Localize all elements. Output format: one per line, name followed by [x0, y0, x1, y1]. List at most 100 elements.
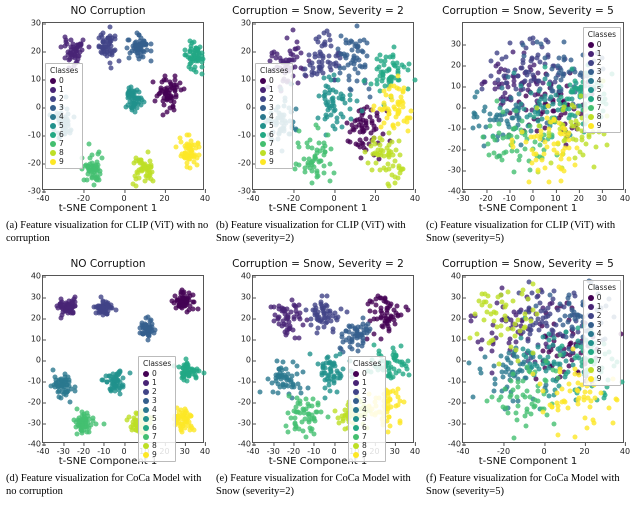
legend-label: 3 — [597, 67, 602, 76]
scatter-point — [478, 367, 483, 372]
scatter-point — [319, 300, 324, 305]
scatter-point — [549, 404, 554, 409]
scatter-point — [493, 310, 498, 315]
scatter-point — [537, 328, 542, 333]
scatter-point — [610, 421, 615, 426]
scatter-point — [164, 109, 169, 114]
scatter-point — [178, 140, 183, 145]
scatter-point — [572, 367, 577, 372]
scatter-point — [329, 146, 334, 151]
scatter-point — [288, 48, 293, 53]
scatter-point — [511, 299, 516, 304]
scatter-point — [162, 87, 167, 92]
scatter-point — [522, 414, 527, 419]
scatter-point — [66, 389, 71, 394]
scatter-point — [395, 102, 400, 107]
scatter-point — [557, 120, 562, 125]
scatter-point — [587, 404, 592, 409]
scatter-point — [92, 182, 97, 187]
panel-e: Corruption = Snow, Severity = 2t-SNE Com… — [214, 257, 422, 508]
scatter-point — [285, 35, 290, 40]
legend-swatch — [143, 407, 149, 413]
legend-label: 9 — [597, 374, 602, 383]
scatter-point — [394, 311, 399, 316]
scatter-point — [538, 381, 543, 386]
scatter-point — [560, 387, 565, 392]
scatter-point — [80, 410, 85, 415]
scatter-point — [293, 46, 298, 51]
scatter-point — [518, 336, 523, 341]
legend-swatch — [260, 96, 266, 102]
scatter-point — [471, 126, 476, 131]
scatter-point — [488, 117, 493, 122]
legend-item: 4 — [588, 329, 616, 338]
scatter-point — [115, 373, 120, 378]
y-tick: -20 — [17, 159, 41, 168]
legend-label: 0 — [597, 293, 602, 302]
scatter-point — [123, 104, 128, 109]
scatter-point — [182, 47, 187, 52]
scatter-point — [394, 404, 399, 409]
legend-item: 6 — [588, 347, 616, 356]
scatter-point — [315, 403, 320, 408]
scatter-point — [348, 345, 353, 350]
legend-swatch — [353, 434, 359, 440]
scatter-point — [127, 370, 132, 375]
scatter-point — [87, 429, 92, 434]
scatter-point — [325, 304, 330, 309]
scatter-point — [105, 311, 110, 316]
scatter-point — [531, 281, 536, 286]
scatter-point — [389, 375, 394, 380]
y-tick: 10 — [17, 335, 41, 344]
scatter-point — [572, 85, 577, 90]
x-axis-label: t-SNE Component 1 — [214, 456, 422, 467]
scatter-point — [365, 337, 370, 342]
scatter-point — [502, 314, 507, 319]
scatter-point — [323, 150, 328, 155]
scatter-point — [559, 68, 564, 73]
scatter-point — [150, 178, 155, 183]
x-tick: -20 — [77, 447, 90, 456]
y-tick: 20 — [17, 314, 41, 323]
scatter-point — [301, 408, 306, 413]
scatter-point — [480, 292, 485, 297]
scatter-point — [526, 69, 531, 74]
scatter-point — [592, 396, 597, 401]
scatter-point — [145, 149, 150, 154]
scatter-point — [323, 143, 328, 148]
scatter-point — [139, 102, 144, 107]
scatter-point — [118, 392, 123, 397]
scatter-point — [108, 302, 113, 307]
legend-item: 7 — [143, 432, 171, 441]
scatter-point — [341, 115, 346, 120]
scatter-point — [396, 74, 401, 79]
legend-label: 7 — [152, 432, 157, 441]
plot-area: NO Corruptiont-SNE Component 2t-SNE Comp… — [4, 257, 212, 469]
scatter-point — [71, 418, 76, 423]
scatter-point — [528, 318, 533, 323]
scatter-point — [545, 314, 550, 319]
scatter-point — [546, 126, 551, 131]
scatter-point — [560, 343, 565, 348]
scatter-point — [316, 126, 321, 131]
scatter-point — [360, 50, 365, 55]
scatter-point — [371, 138, 376, 143]
panel-f: Corruption = Snow, Severity = 5t-SNE Com… — [424, 257, 632, 508]
scatter-point — [346, 330, 351, 335]
scatter-point — [477, 298, 482, 303]
scatter-point — [107, 24, 112, 29]
scatter-point — [492, 87, 497, 92]
scatter-point — [344, 56, 349, 61]
x-tick: -30 — [57, 447, 70, 456]
scatter-point — [315, 147, 320, 152]
legend-swatch — [143, 389, 149, 395]
scatter-point — [397, 170, 402, 175]
scatter-point — [598, 391, 603, 396]
scatter-point — [514, 135, 519, 140]
scatter-point — [488, 111, 493, 116]
scatter-point — [523, 139, 528, 144]
scatter-point — [84, 178, 89, 183]
scatter-point — [326, 415, 331, 420]
x-tick: 40 — [620, 194, 630, 203]
legend-item: 2 — [260, 94, 288, 103]
